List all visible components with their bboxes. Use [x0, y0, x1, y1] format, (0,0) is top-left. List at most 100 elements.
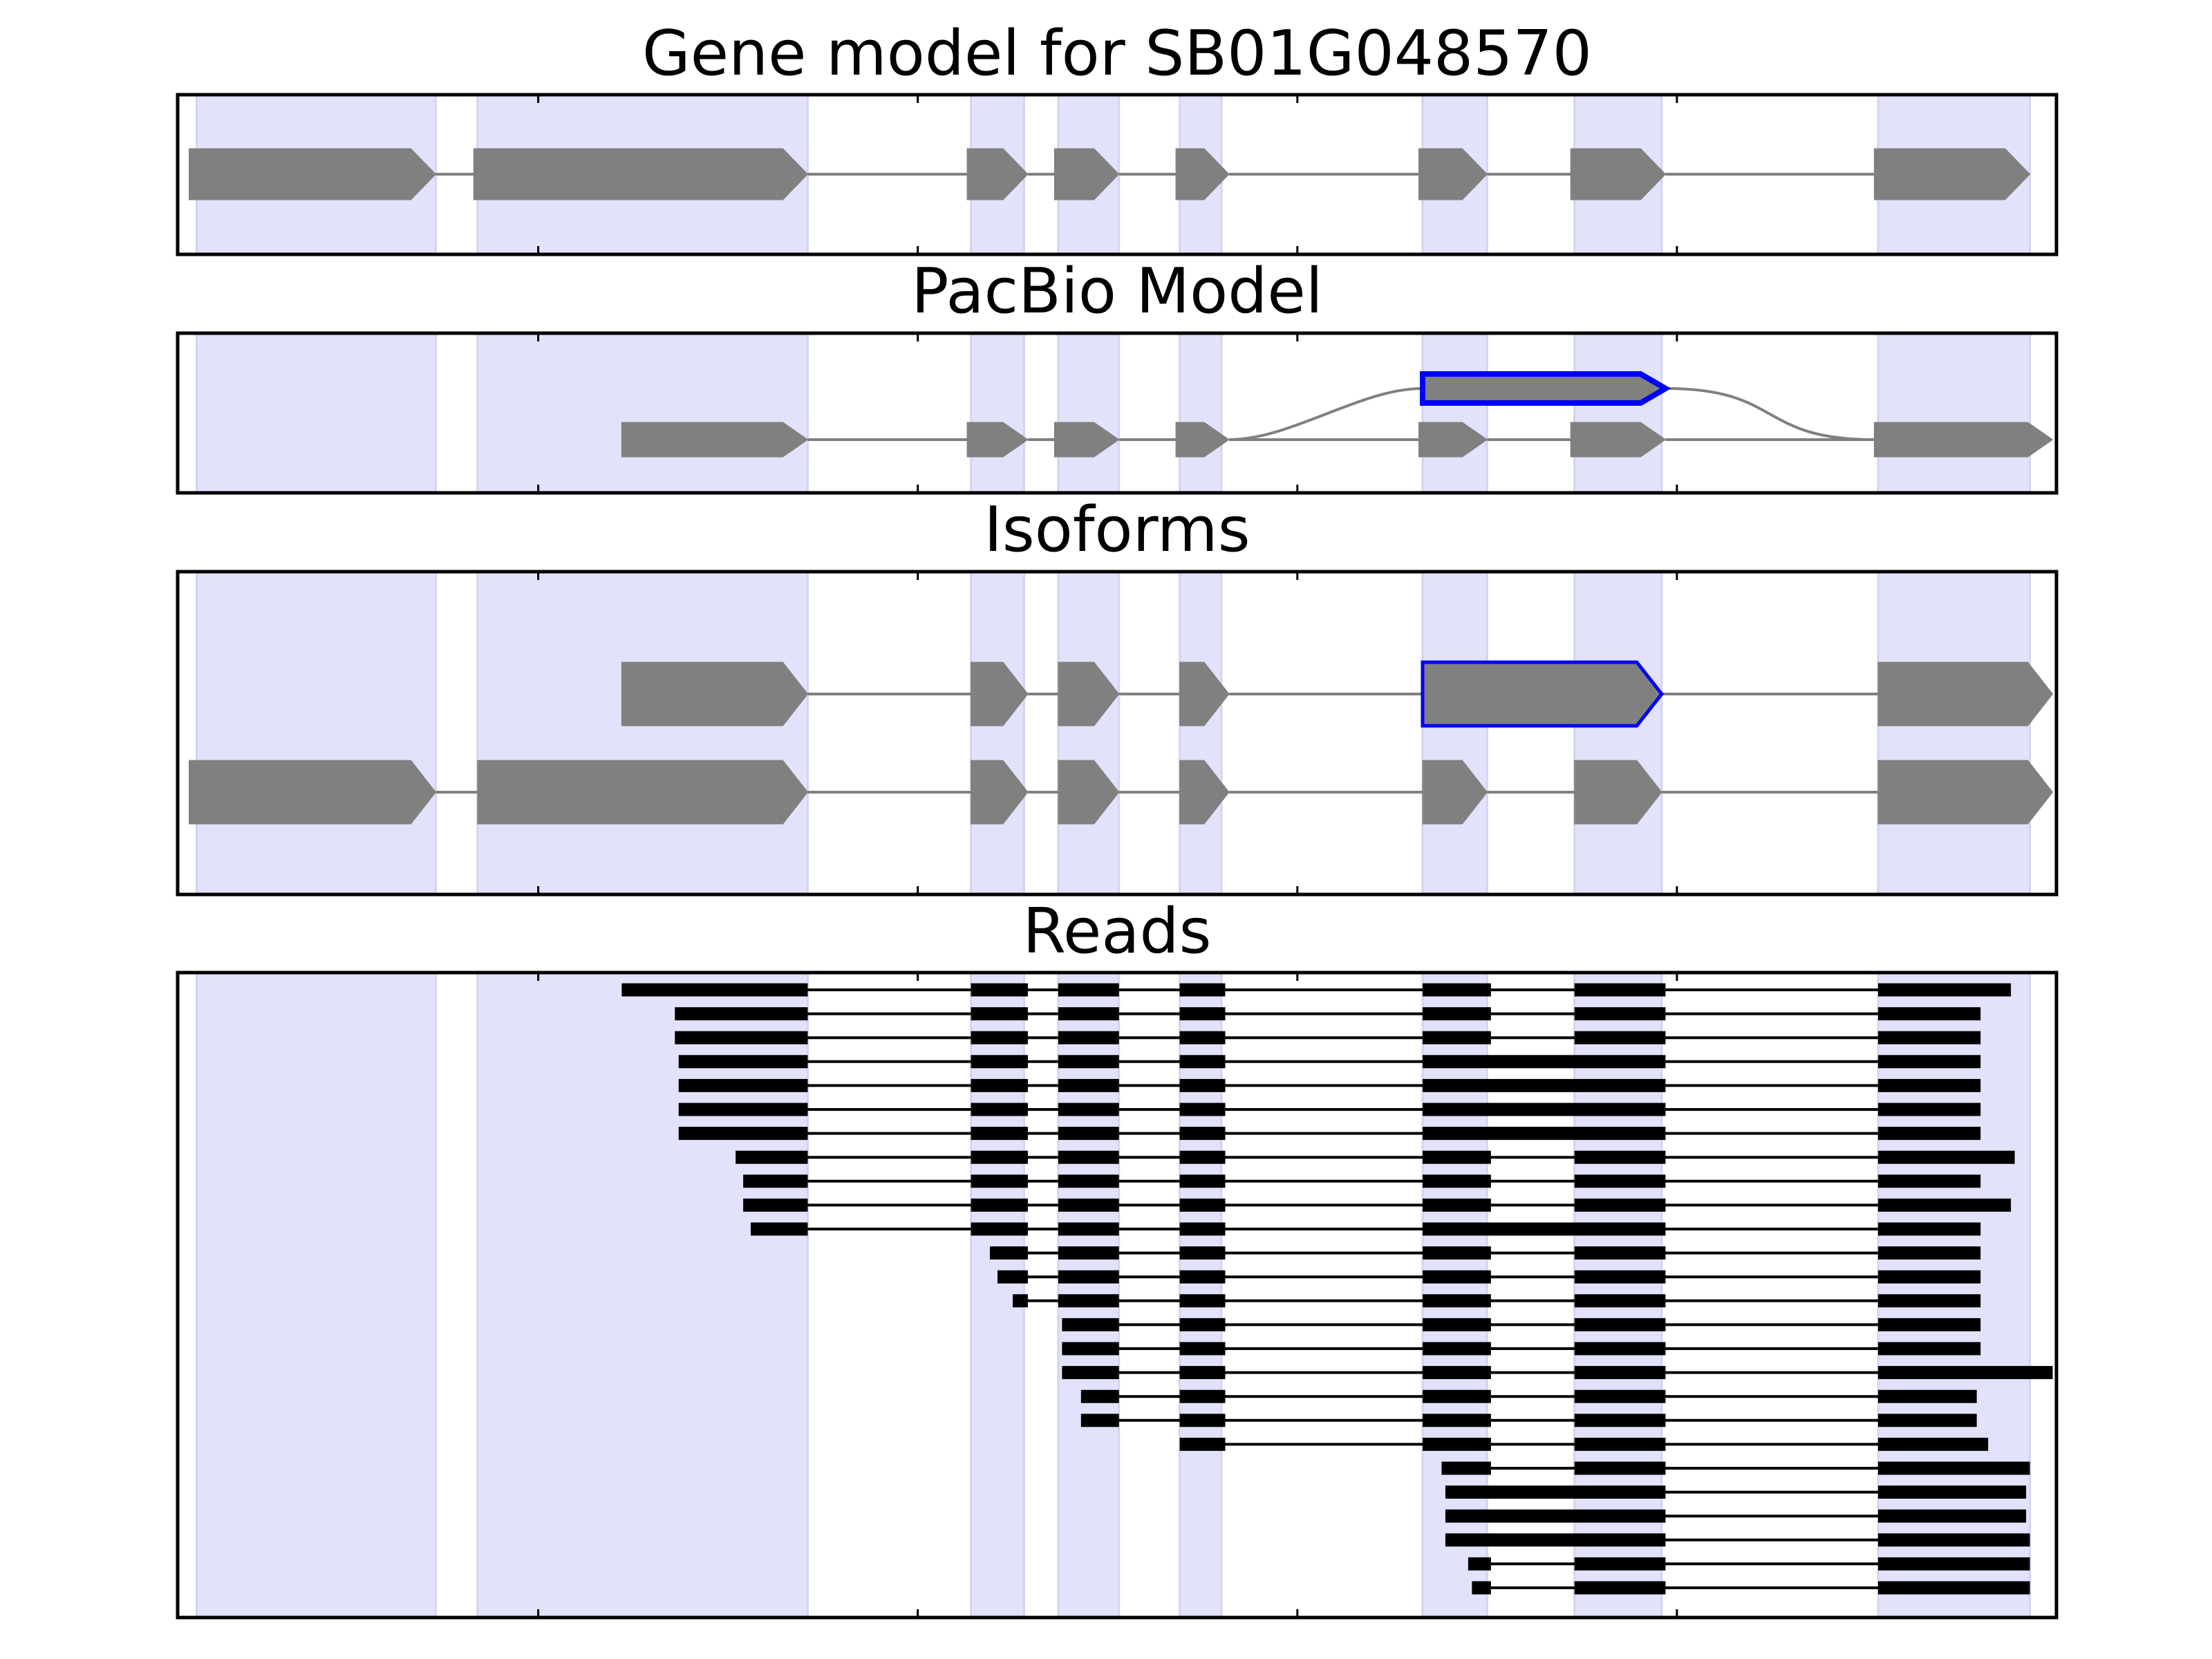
read-segment	[1179, 1437, 1226, 1451]
read-segment	[1058, 1103, 1119, 1116]
exon-block	[1422, 760, 1488, 825]
read-row	[1441, 1461, 2030, 1475]
read-segment	[1062, 1318, 1119, 1331]
read-segment	[1062, 1366, 1119, 1380]
read-segment	[1574, 1294, 1666, 1308]
read-segment	[1423, 1366, 1491, 1380]
read-segment	[1574, 1581, 1666, 1595]
exon-block	[1175, 148, 1230, 200]
read-segment	[1574, 1270, 1666, 1284]
read-segment	[1423, 1174, 1491, 1188]
read-segment	[1179, 1055, 1226, 1069]
highlight-region	[1421, 570, 1488, 896]
exon-block	[1053, 422, 1120, 458]
read-segment	[1445, 1509, 1666, 1523]
exon-block	[1877, 662, 2054, 727]
highlight-region	[1573, 570, 1663, 896]
exon-block	[966, 148, 1029, 200]
exon-block	[1570, 422, 1667, 458]
read-segment	[1574, 1198, 1666, 1212]
read-segment	[1574, 1461, 1666, 1475]
read-segment	[621, 983, 808, 997]
read-segment	[971, 1150, 1028, 1164]
exon-block	[621, 422, 809, 458]
exon-block	[1418, 422, 1488, 458]
read-segment	[1877, 1414, 1977, 1427]
read-row	[990, 1246, 1981, 1260]
read-segment	[1877, 1103, 1981, 1116]
read-row	[1468, 1557, 2030, 1571]
read-segment	[1080, 1389, 1119, 1403]
read-row	[1179, 1437, 1989, 1451]
exon-block	[189, 148, 437, 200]
read-segment	[1574, 1437, 1666, 1451]
panel-pacbio-model: PacBio Model	[176, 255, 2059, 495]
exon-block	[1058, 662, 1120, 727]
highlight-region	[970, 570, 1025, 896]
read-segment	[743, 1198, 808, 1212]
highlight-region	[1877, 570, 2032, 896]
exon-block	[971, 760, 1029, 825]
read-segment	[1877, 1174, 1981, 1188]
exon-block	[1418, 148, 1488, 200]
read-segment	[1423, 1007, 1491, 1021]
read-segment	[1574, 1150, 1666, 1164]
read-segment	[1179, 1174, 1226, 1188]
exon-block	[1053, 148, 1120, 200]
read-segment	[1058, 1031, 1119, 1044]
read-segment	[1877, 983, 2012, 997]
read-segment	[675, 1007, 808, 1021]
exon-block	[621, 662, 809, 727]
read-segment	[971, 1127, 1028, 1141]
read-row	[997, 1270, 1981, 1284]
exon-block	[1058, 760, 1120, 825]
read-row	[675, 1007, 1981, 1021]
read-segment	[1423, 1198, 1491, 1212]
read-row	[1062, 1366, 2053, 1380]
read-row	[675, 1031, 1981, 1044]
read-segment	[971, 1078, 1028, 1092]
read-segment	[1574, 1318, 1666, 1331]
read-segment	[735, 1150, 808, 1164]
read-segment	[1179, 983, 1226, 997]
read-segment	[971, 1007, 1028, 1021]
read-segment	[1179, 1031, 1226, 1044]
highlight-region	[1057, 332, 1121, 494]
exon-block	[1179, 760, 1230, 825]
highlight-region	[476, 570, 809, 896]
read-segment	[1423, 983, 1491, 997]
read-segment	[1877, 1342, 1981, 1356]
exon-block	[1877, 760, 2054, 825]
read-segment	[1423, 1031, 1491, 1044]
read-segment	[1877, 1485, 2027, 1499]
read-segment	[1574, 1389, 1666, 1403]
read-row	[1013, 1294, 1981, 1308]
read-row	[678, 1078, 1981, 1092]
read-segment	[1445, 1485, 1666, 1499]
highlight-region	[1573, 332, 1663, 494]
read-segment	[1877, 1222, 1981, 1236]
read-segment	[1062, 1342, 1119, 1356]
read-row	[1445, 1533, 2030, 1547]
read-segment	[1058, 1174, 1119, 1188]
read-segment	[678, 1103, 808, 1116]
panel-title: Gene model for SB01G048570	[642, 17, 1592, 90]
exon-block	[1574, 760, 1662, 825]
read-segment	[1877, 1055, 1981, 1069]
read-segment	[1574, 1246, 1666, 1260]
read-segment	[1574, 1557, 1666, 1571]
read-segment	[1574, 1007, 1666, 1021]
read-segment	[1574, 1174, 1666, 1188]
panel-frame	[176, 570, 2059, 897]
read-segment	[1179, 1366, 1226, 1380]
read-segment	[1441, 1461, 1491, 1475]
read-segment	[1574, 1342, 1666, 1356]
read-segment	[1423, 1294, 1491, 1308]
read-segment	[997, 1270, 1028, 1284]
read-segment	[1877, 1509, 2027, 1523]
splice-arc	[1228, 387, 1423, 441]
read-segment	[1423, 1222, 1666, 1236]
highlight-region	[195, 332, 437, 494]
read-segment	[1877, 1078, 1981, 1092]
